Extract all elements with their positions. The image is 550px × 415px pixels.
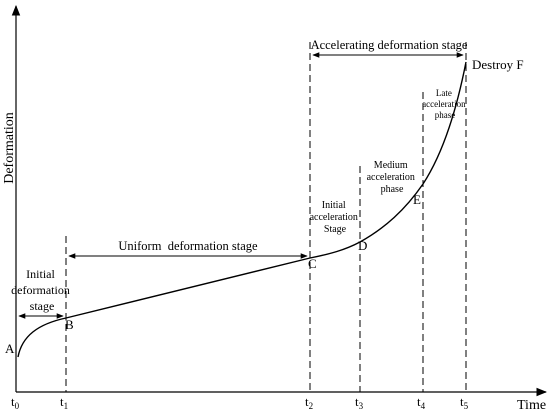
medium-acceleration-phase-label: Medium acceleration phase: [367, 160, 418, 195]
point-d-label: D: [358, 238, 367, 253]
initial-acceleration-stage-label: Initial acceleration Stage: [310, 200, 361, 235]
tick-t0: t0: [11, 394, 20, 411]
y-axis-label: Deformation: [2, 112, 17, 184]
point-e-label: E: [413, 192, 421, 207]
tick-t2: t2: [305, 394, 313, 411]
x-axis-label: Time: [517, 398, 546, 413]
deformation-curve: [17, 61, 467, 358]
tick-t1: t1: [60, 394, 68, 411]
initial-stage-label: Initial deformation stage: [11, 267, 73, 313]
tick-t4: t4: [417, 394, 426, 411]
uniform-stage-label: Uniform deformation stage: [118, 239, 258, 253]
accelerating-stage-label: Accelerating deformation stage: [311, 38, 468, 52]
tick-t5: t5: [460, 394, 469, 411]
point-b-label: B: [65, 317, 74, 332]
point-a-label: A: [5, 341, 15, 356]
tick-t3: t3: [355, 394, 364, 411]
point-c-label: C: [308, 256, 317, 271]
point-f-label: Destroy F: [472, 57, 524, 72]
late-acceleration-phase-label: Late acceleration phase: [422, 88, 468, 120]
